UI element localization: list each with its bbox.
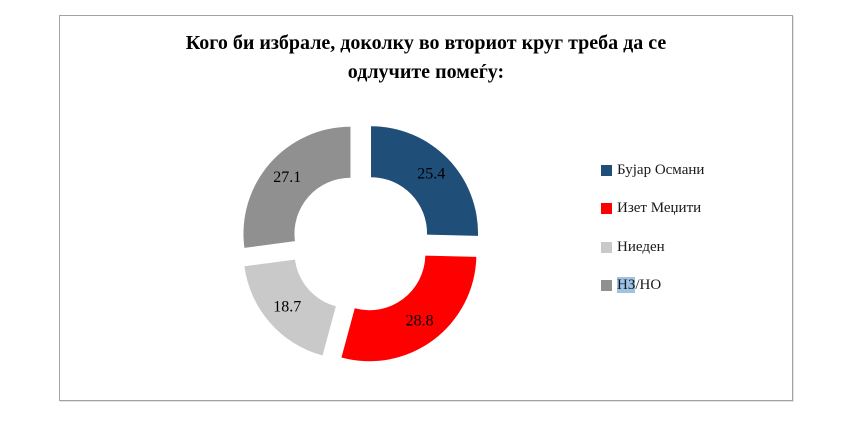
chart-title-line-1: Кого би избрале, доколку во вториот круг…	[185, 32, 667, 54]
legend-item-3: НЗ/НО	[601, 276, 661, 294]
chart-box: Кого би избрале, доколку во вториот круг…	[59, 15, 793, 401]
legend-item-1: Изет Меџити	[601, 199, 701, 217]
donut-slice-1	[341, 255, 477, 362]
legend-swatch-icon	[601, 164, 612, 176]
donut-chart-svg: 25.4 28.8 18.7 27.1	[243, 126, 479, 362]
chart-title: Кого би избрале, доколку во вториот круг…	[100, 29, 752, 87]
legend-label: НЗ/НО	[617, 276, 662, 293]
legend-label: Изет Меџити	[617, 199, 702, 216]
slice-value-label-3: 27.1	[273, 169, 301, 186]
slice-value-label-2: 18.7	[273, 298, 301, 315]
legend-item-2: Ниеден	[601, 238, 665, 256]
legend-swatch-icon	[601, 279, 612, 291]
chart-title-line-2: одлучите помеѓу:	[347, 61, 505, 83]
donut-slice-2	[244, 259, 336, 356]
legend-label-highlighted-text: НЗ	[617, 276, 636, 293]
donut-slice-0	[371, 126, 479, 236]
legend-label: Бујар Османи	[617, 161, 705, 178]
legend-label: Ниеден	[617, 238, 665, 255]
legend-swatch-icon	[601, 202, 612, 214]
legend-swatch-icon	[601, 241, 612, 253]
slice-value-label-0: 25.4	[417, 165, 445, 182]
donut-slice-3	[243, 126, 351, 248]
legend-item-0: Бујар Османи	[601, 161, 704, 179]
slice-value-label-1: 28.8	[406, 312, 434, 329]
